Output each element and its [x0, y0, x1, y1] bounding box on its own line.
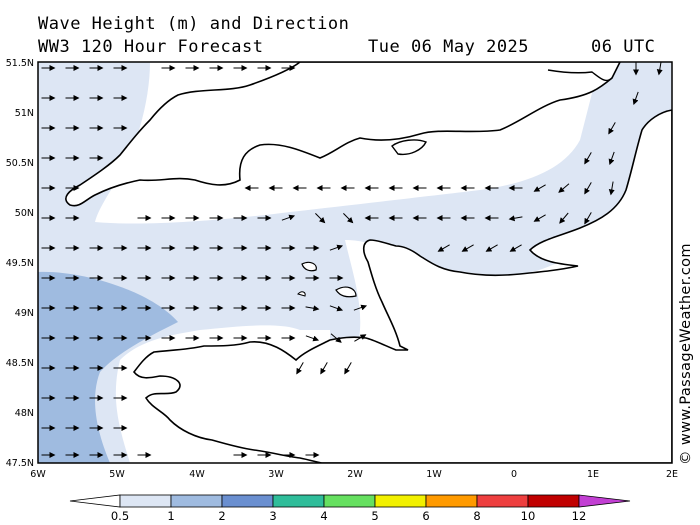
lon-tick-label: 0	[511, 469, 517, 480]
legend-label: 2	[218, 509, 225, 523]
alderney-island	[301, 261, 317, 272]
lat-tick-label: 47.5N	[6, 458, 34, 469]
legend-swatch	[425, 494, 478, 508]
legend-swatch-above	[578, 494, 631, 508]
guernsey-island	[297, 291, 306, 297]
wave-arrow	[320, 362, 328, 375]
wave-arrow	[632, 91, 639, 106]
legend-label: 8	[473, 509, 480, 523]
wave-arrow	[315, 213, 326, 224]
wave-height-legend: 0.5 1 2 3 4 5 6 8 10 12	[69, 494, 631, 523]
wave-arrow	[558, 183, 570, 193]
lon-tick-label: 4W	[189, 469, 205, 480]
wave-arrow	[559, 212, 569, 224]
wave-arrow	[354, 334, 367, 342]
legend-label: 5	[371, 509, 378, 523]
wave-arrow	[485, 244, 498, 252]
sea-strait	[600, 62, 672, 114]
legend-swatch	[374, 494, 427, 508]
longitude-axis: 6W 5W 4W 3W 2W 1W 0 1E 2E	[30, 469, 678, 480]
latitude-axis: 51.5N 51N 50.5N 50N 49.5N 49N 48.5N 48N …	[6, 58, 34, 469]
lon-tick-label: 1W	[426, 469, 442, 480]
legend-swatch	[119, 494, 172, 508]
wave-arrow	[437, 244, 450, 252]
forecast-subtitle: WW3 120 Hour Forecast	[38, 37, 264, 57]
lon-tick-label: 3W	[268, 469, 284, 480]
wave-arrow	[509, 244, 522, 252]
lat-tick-label: 51.5N	[6, 58, 34, 69]
wave-arrow	[508, 215, 523, 222]
wave-arrow	[533, 214, 546, 222]
lon-tick-label: 1E	[587, 469, 599, 480]
legend-swatch	[527, 494, 580, 508]
wave-arrow	[353, 304, 368, 311]
lon-tick-label: 2W	[347, 469, 363, 480]
wave-arrow	[344, 362, 352, 375]
legend-label: 6	[422, 509, 429, 523]
wave-arrow	[296, 362, 304, 375]
legend-swatch	[221, 494, 274, 508]
legend-swatch	[323, 494, 376, 508]
lat-tick-label: 51N	[15, 108, 34, 119]
lon-tick-label: 5W	[109, 469, 125, 480]
copyright-credit: © www.PassageWeather.com	[678, 243, 698, 485]
forecast-date: Tue 06 May 2025	[368, 37, 530, 57]
legend-swatch	[170, 494, 223, 508]
wave-arrow	[330, 333, 342, 343]
legend-label: 10	[521, 509, 536, 523]
lat-tick-label: 48N	[15, 408, 34, 419]
wave-arrow	[533, 184, 546, 192]
wave-arrow	[461, 244, 474, 252]
wave-arrow	[584, 182, 592, 195]
wave-arrow	[608, 151, 615, 166]
legend-label: 4	[320, 509, 327, 523]
credit-text: © www.PassageWeather.com	[678, 243, 694, 465]
wave-arrow	[329, 305, 344, 312]
lat-tick-label: 48.5N	[6, 358, 34, 369]
legend-swatch	[476, 494, 529, 508]
map-frame	[37, 61, 673, 464]
wave-arrow	[656, 61, 663, 76]
lon-tick-label: 6W	[30, 469, 46, 480]
legend-label: 3	[269, 509, 276, 523]
wave-arrow	[281, 214, 296, 221]
lon-tick-label: 2E	[666, 469, 678, 480]
isle-of-wight	[391, 139, 427, 156]
lat-tick-label: 50.5N	[6, 158, 34, 169]
england-coastline	[65, 62, 621, 207]
legend-label: 12	[572, 509, 587, 523]
wave-arrow	[329, 244, 344, 251]
lat-tick-label: 49N	[15, 308, 34, 319]
wave-arrow	[608, 181, 615, 196]
forecast-time: 06 UTC	[591, 37, 656, 57]
wave-arrow	[343, 213, 354, 224]
legend-swatch-below	[69, 494, 121, 508]
legend-label: 0.5	[111, 509, 129, 523]
wave-direction-arrows	[41, 61, 663, 458]
legend-label: 1	[167, 509, 174, 523]
wave-arrow	[584, 152, 592, 165]
lat-tick-label: 50N	[15, 208, 34, 219]
jersey-island	[335, 286, 357, 298]
kent-coastline	[547, 69, 613, 82]
chart-title: Wave Height (m) and Direction	[38, 14, 350, 34]
wave-arrow	[608, 122, 616, 135]
lat-tick-label: 49.5N	[6, 258, 34, 269]
wave-arrow	[584, 212, 592, 225]
sea-wave-1-2m	[38, 271, 178, 463]
wave-arrow	[305, 305, 320, 312]
wave-arrow	[305, 335, 320, 342]
map-area	[38, 62, 672, 463]
legend-swatch	[272, 494, 325, 508]
